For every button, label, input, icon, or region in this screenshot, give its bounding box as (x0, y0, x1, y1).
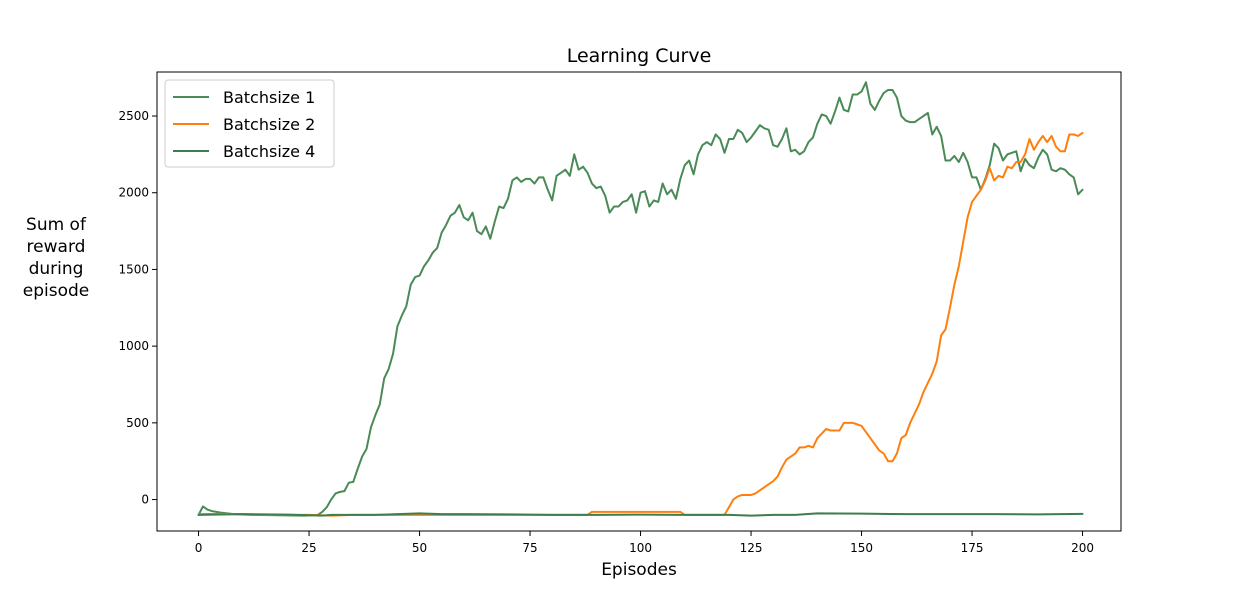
x-tick-label: 125 (740, 541, 763, 555)
series-layer (197, 81, 1084, 517)
y-tick-label: 2000 (118, 186, 149, 200)
plot-area-frame (156, 71, 1122, 532)
x-tick-label: 50 (412, 541, 427, 555)
y-axis-label-line: episode (23, 281, 89, 301)
y-tick-label: 0 (141, 493, 149, 507)
legend-label-3: Batchsize 4 (223, 142, 315, 161)
y-tick-label: 2500 (118, 109, 149, 123)
series-line-2 (197, 131, 1084, 517)
y-tick-label: 500 (126, 416, 149, 430)
x-tick-label: 200 (1071, 541, 1094, 555)
y-axis-label-line: Sum of (26, 215, 87, 235)
x-tick-label: 150 (850, 541, 873, 555)
series-line-1 (197, 81, 1084, 517)
x-axis: 0 25 50 75 100 125 150 175 200 (195, 531, 1094, 555)
legend: Batchsize 1 Batchsize 2 Batchsize 4 (164, 79, 335, 168)
x-tick-label: 0 (195, 541, 203, 555)
legend-label-1: Batchsize 1 (223, 88, 315, 107)
y-axis: 0 500 1000 1500 2000 2500 (118, 109, 157, 507)
x-tick-label: 100 (629, 541, 652, 555)
x-tick-label: 25 (301, 541, 316, 555)
y-tick-label: 1500 (118, 262, 149, 276)
y-axis-label-line: during (29, 259, 84, 279)
legend-label-2: Batchsize 2 (223, 115, 315, 134)
y-tick-label: 1000 (118, 339, 149, 353)
y-axis-label-line: reward (27, 237, 86, 257)
series-line-3 (197, 512, 1084, 517)
x-tick-label: 75 (522, 541, 537, 555)
legend-box (164, 79, 335, 168)
x-tick-label: 175 (961, 541, 984, 555)
chart-title: Learning Curve (567, 45, 712, 67)
x-axis-label: Episodes (601, 560, 677, 580)
